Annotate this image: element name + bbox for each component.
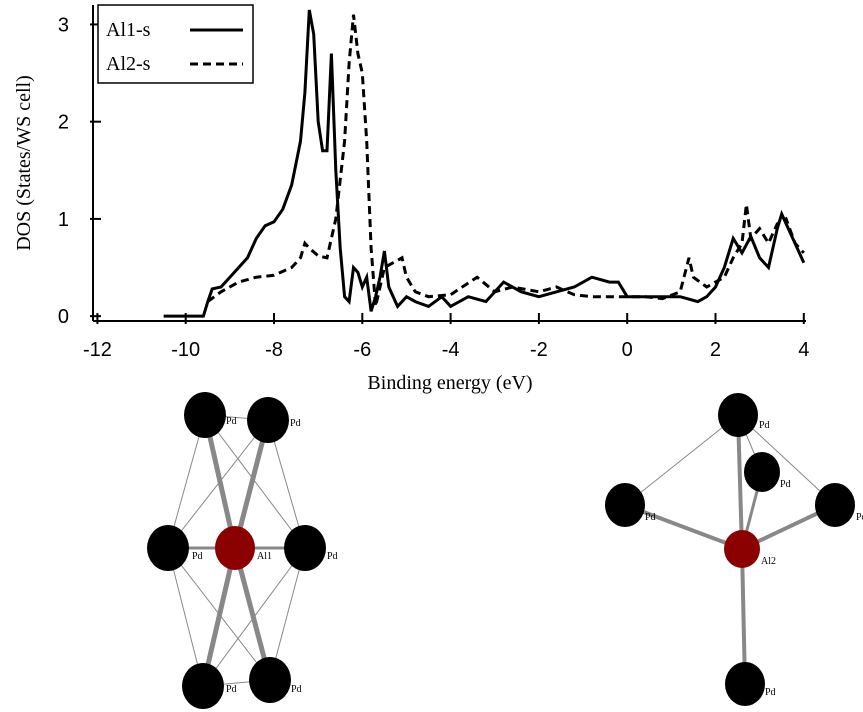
series-line (163, 9, 806, 318)
atom-label: Pd (291, 684, 302, 695)
x-tick-label: -2 (530, 339, 548, 361)
atom-label: Pd (645, 512, 656, 523)
x-axis-label: Binding energy (eV) (367, 372, 532, 394)
legend-box (97, 4, 254, 84)
atom-label: Al1 (257, 551, 272, 562)
x-tick-label: 4 (798, 339, 809, 361)
legend-label: Al1-s (106, 19, 151, 41)
x-tick-label: -6 (353, 339, 371, 361)
structure-al1: Pd Pd Pd Pd Pd Pd Al1 (147, 392, 338, 709)
atom-label: Pd (765, 687, 776, 698)
atom-label: Pd (327, 551, 338, 562)
atom-label: Pd (780, 479, 791, 490)
x-tick-label: -4 (442, 339, 460, 361)
atom-label: Pd (759, 420, 770, 431)
y-tick-label: 1 (58, 209, 69, 231)
x-tick-label: 0 (622, 339, 633, 361)
atom-label: Al2 (761, 556, 776, 567)
atom-label: Pd (192, 551, 203, 562)
x-tick-label: 2 (710, 339, 721, 361)
y-tick-label: 3 (58, 14, 69, 36)
x-tick-label: -8 (265, 339, 283, 361)
atom-label: Pd (856, 512, 863, 523)
legend-label: Al2-s (106, 53, 151, 75)
atom-label: Pd (290, 418, 301, 429)
x-tick-label: -12 (83, 339, 112, 361)
y-tick-label: 2 (58, 112, 69, 134)
series-line (206, 14, 805, 307)
chart: Binding energy (eV) DOS (States/WS cell)… (13, 4, 809, 394)
y-axis-label: DOS (States/WS cell) (13, 75, 35, 251)
atom-label: Pd (226, 416, 237, 427)
structure-al2: Pd Pd Pd Pd Pd Al2 (605, 393, 863, 706)
y-tick-label: 0 (58, 306, 69, 328)
atom-label: Pd (226, 684, 237, 695)
x-tick-label: -10 (171, 339, 200, 361)
legend: Al1-s Al2-s (97, 4, 254, 84)
